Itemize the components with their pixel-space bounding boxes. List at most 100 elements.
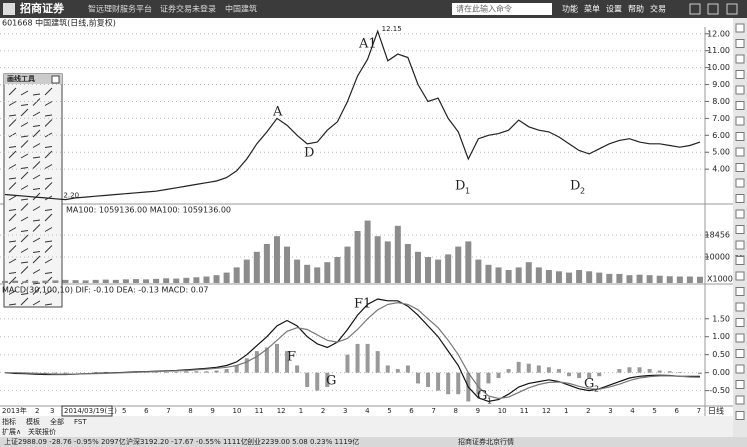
close-button[interactable] — [726, 3, 738, 15]
tool-icon[interactable] — [32, 188, 41, 190]
tool-icon[interactable] — [20, 104, 29, 106]
tool-icon[interactable] — [8, 213, 17, 222]
toolbar-icon[interactable] — [735, 256, 745, 265]
toolbar-icon[interactable] — [735, 39, 745, 48]
menu-item[interactable]: 功能 — [562, 4, 578, 14]
toolbar-icon[interactable] — [735, 101, 745, 110]
tool-icon[interactable] — [32, 206, 41, 211]
tool-icon[interactable] — [44, 209, 53, 211]
tab[interactable]: 指标 — [2, 417, 16, 426]
tool-icon[interactable] — [8, 227, 17, 232]
tool-icon[interactable] — [20, 90, 29, 96]
tool-icon[interactable] — [8, 195, 17, 201]
tool-icon[interactable] — [8, 245, 17, 253]
tool-icon[interactable] — [20, 198, 29, 201]
menu-item[interactable]: 设置 — [606, 4, 622, 14]
tool-icon[interactable] — [20, 297, 29, 306]
toolbar-icon[interactable] — [735, 163, 745, 172]
tool-icon[interactable] — [20, 122, 29, 127]
tab[interactable]: 模板 — [26, 417, 40, 426]
tool-icon[interactable] — [44, 146, 53, 148]
tool-icon[interactable] — [44, 177, 53, 180]
tool-icon[interactable] — [8, 303, 17, 306]
tool-icon[interactable] — [44, 258, 53, 264]
tool-icon[interactable] — [20, 234, 29, 243]
tool-icon[interactable] — [32, 174, 41, 180]
tool-icon[interactable] — [20, 248, 29, 253]
menu-item[interactable]: 交易 — [650, 4, 666, 14]
tool-icon[interactable] — [44, 272, 53, 274]
toolbar-icon[interactable] — [735, 411, 745, 420]
tool-icon[interactable] — [32, 111, 41, 117]
tool-icon[interactable] — [8, 119, 17, 127]
tool-icon[interactable] — [8, 290, 17, 295]
tool-icon[interactable] — [8, 146, 17, 148]
tools-close[interactable] — [51, 75, 60, 84]
tool-icon[interactable] — [32, 93, 41, 96]
toolbar-icon[interactable] — [735, 302, 745, 312]
tool-icon[interactable] — [20, 185, 29, 190]
tool-icon[interactable] — [32, 129, 41, 138]
toolbar-icon[interactable] — [735, 380, 745, 389]
tool-icon[interactable] — [8, 209, 17, 211]
toolbar-icon[interactable] — [735, 271, 745, 281]
tool-icon[interactable] — [32, 219, 41, 222]
tool-icon[interactable] — [32, 156, 41, 159]
toolbar-icon[interactable] — [735, 287, 745, 296]
bottom-tab[interactable]: 关联报价 — [28, 427, 56, 436]
toolbar-icon[interactable] — [735, 23, 745, 33]
tool-icon[interactable] — [8, 177, 17, 180]
tool-icon[interactable] — [44, 227, 53, 232]
tool-icon[interactable] — [44, 101, 53, 106]
tool-icon[interactable] — [44, 303, 53, 306]
tool-icon[interactable] — [8, 258, 17, 264]
tool-icon[interactable] — [44, 245, 53, 253]
tool-icon[interactable] — [44, 87, 53, 96]
tool-icon[interactable] — [44, 114, 53, 117]
tool-icon[interactable] — [20, 261, 29, 264]
tool-icon[interactable] — [32, 251, 41, 253]
toolbar-icon[interactable] — [735, 395, 745, 405]
tool-icon[interactable] — [8, 87, 17, 96]
tool-icon[interactable] — [20, 266, 29, 274]
tool-icon[interactable] — [32, 224, 41, 232]
tool-icon[interactable] — [32, 282, 41, 285]
bottom-tab[interactable]: 扩展∧ — [2, 427, 21, 436]
login-status[interactable]: 证券交易未登录 — [160, 4, 216, 14]
tool-icon[interactable] — [44, 164, 53, 169]
tab[interactable]: 全部 — [50, 417, 64, 426]
tool-icon[interactable] — [20, 140, 29, 148]
toolbar-icon[interactable] — [735, 54, 745, 64]
toolbar-icon[interactable] — [735, 240, 745, 250]
toolbar-icon[interactable] — [735, 147, 745, 157]
tool-icon[interactable] — [20, 135, 29, 138]
tool-icon[interactable] — [8, 276, 17, 285]
toolbar-icon[interactable] — [735, 209, 745, 219]
toolbar-icon[interactable] — [735, 318, 745, 327]
toolbar-icon[interactable] — [735, 364, 745, 374]
toolbar-icon[interactable] — [735, 132, 745, 141]
tab[interactable]: FST — [74, 418, 87, 426]
tool-icon[interactable] — [44, 290, 53, 295]
tool-icon[interactable] — [32, 125, 41, 127]
tool-icon[interactable] — [32, 143, 41, 148]
tool-icon[interactable] — [32, 161, 41, 169]
tool-icon[interactable] — [32, 287, 41, 295]
tool-icon[interactable] — [32, 269, 41, 274]
menu-item[interactable]: 帮助 — [628, 4, 644, 14]
maximize-button[interactable] — [707, 3, 719, 15]
tool-icon[interactable] — [20, 167, 29, 169]
tool-icon[interactable] — [8, 150, 17, 159]
toolbar-icon[interactable] — [735, 85, 745, 95]
tool-icon[interactable] — [20, 153, 29, 159]
toolbar-icon[interactable] — [735, 178, 745, 188]
tool-icon[interactable] — [44, 213, 53, 222]
tool-icon[interactable] — [8, 272, 17, 274]
toolbar-icon[interactable] — [735, 194, 745, 203]
tool-icon[interactable] — [20, 108, 29, 117]
tool-icon[interactable] — [20, 216, 29, 222]
tool-icon[interactable] — [8, 182, 17, 190]
tool-icon[interactable] — [44, 182, 53, 190]
tool-icon[interactable] — [8, 101, 17, 106]
tool-icon[interactable] — [20, 203, 29, 211]
